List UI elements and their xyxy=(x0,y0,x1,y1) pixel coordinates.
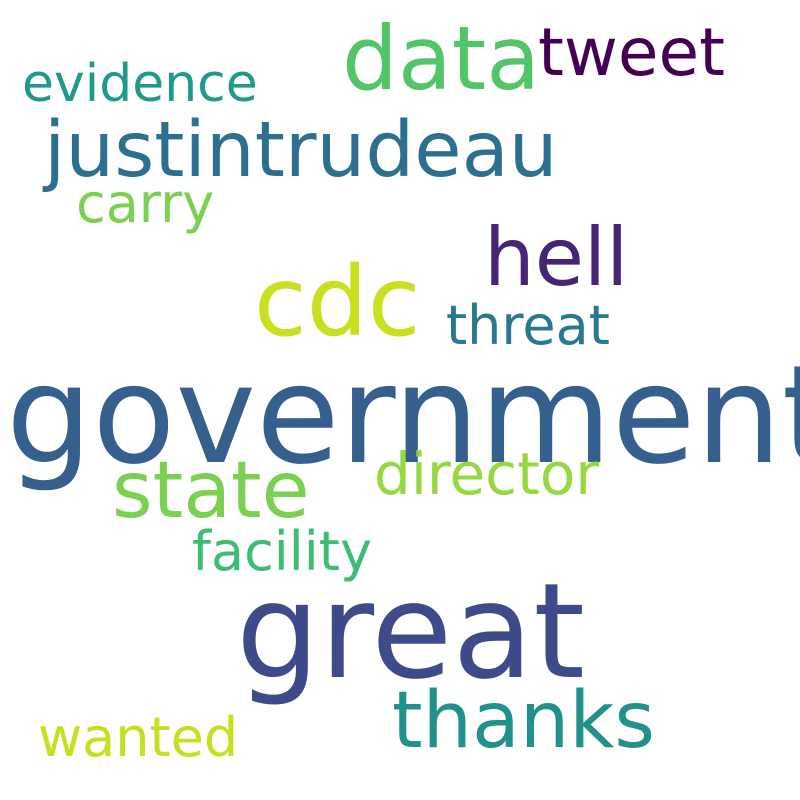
word-tweet: tweet xyxy=(538,14,725,91)
word-carry: carry xyxy=(76,172,215,235)
word-evidence: evidence xyxy=(22,54,258,114)
word-data: data xyxy=(342,7,541,110)
word-cdc: cdc xyxy=(254,246,421,358)
word-director: director xyxy=(374,440,600,508)
word-great: great xyxy=(236,555,586,709)
word-hell: hell xyxy=(484,211,629,304)
word-justintrudeau: justintrudeau xyxy=(44,106,558,195)
word-threat: threat xyxy=(446,294,610,357)
word-government: government xyxy=(6,337,800,495)
word-facility: facility xyxy=(192,520,372,583)
word-state: state xyxy=(112,446,310,536)
word-thanks: thanks xyxy=(392,676,656,766)
word-wanted: wanted xyxy=(38,706,239,769)
